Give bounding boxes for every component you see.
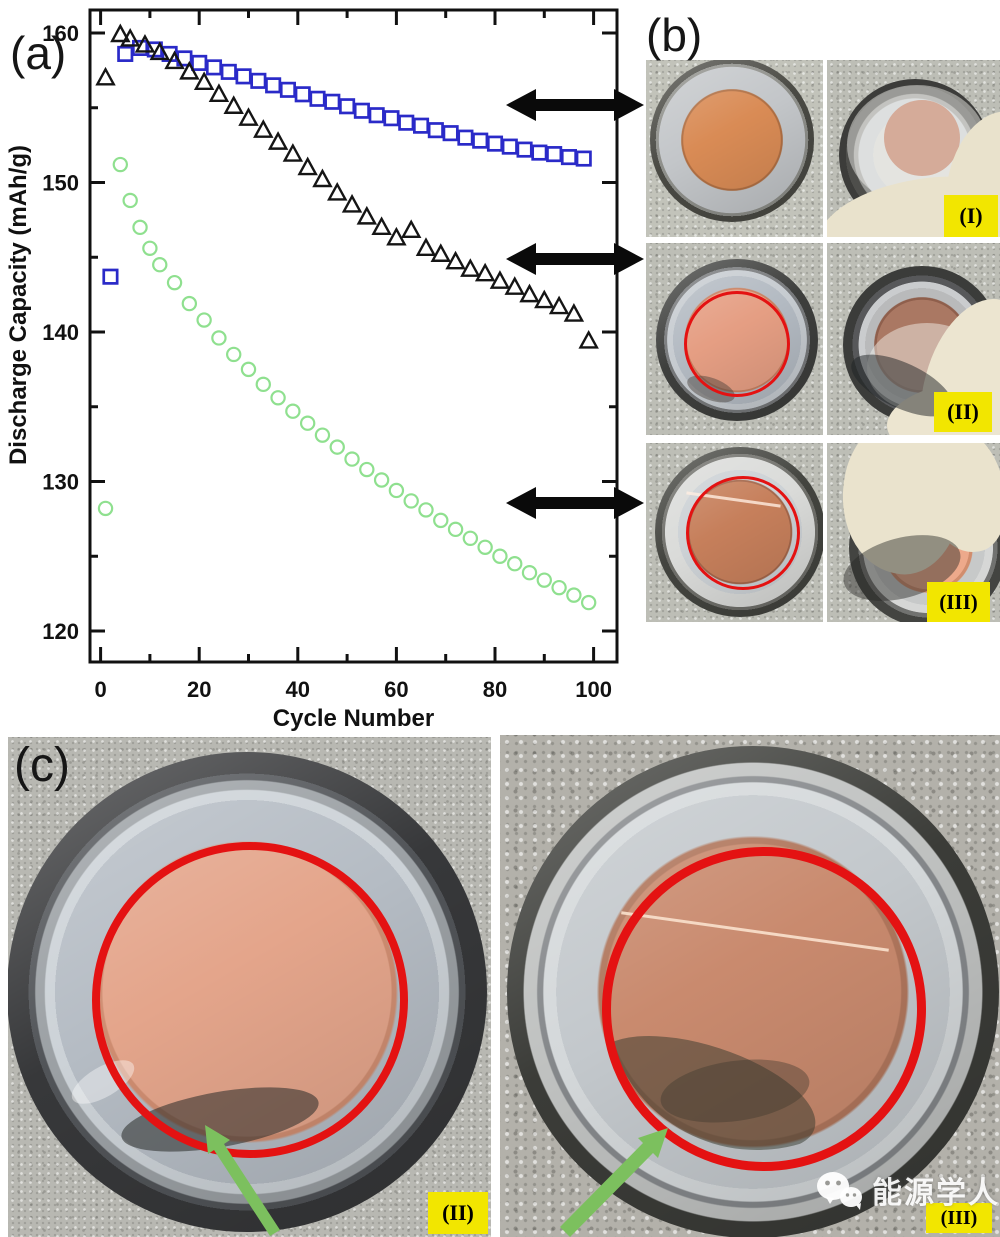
- svg-text:60: 60: [384, 677, 408, 702]
- badge-cell-II: (II): [934, 392, 992, 432]
- discharge-capacity-chart: 120 130 140 150 160 0 20 40 60 80 100 Cycle Number D…: [5, 8, 619, 732]
- svg-text:0: 0: [94, 677, 106, 702]
- svg-text:80: 80: [483, 677, 507, 702]
- photo-cell-II-top-view: [646, 243, 823, 435]
- red-circle-annotation: [686, 476, 800, 590]
- photo-cell-II-enlarged: [8, 737, 491, 1237]
- red-circle-annotation: [684, 291, 790, 397]
- svg-text:140: 140: [42, 320, 79, 345]
- photo-cell-I-separator-peel: [827, 60, 1000, 237]
- wechat-icon: [817, 1172, 862, 1210]
- red-circle-annotation: [92, 842, 408, 1158]
- svg-text:100: 100: [575, 677, 612, 702]
- svg-text:40: 40: [286, 677, 310, 702]
- badge-cell-II-enlarged: (II): [428, 1192, 488, 1234]
- panel-b-label: (b): [646, 9, 703, 61]
- svg-text:120: 120: [42, 619, 79, 644]
- svg-text:160: 160: [42, 21, 79, 46]
- svg-text:130: 130: [42, 470, 79, 495]
- photo-cell-I-top-view: [646, 60, 823, 237]
- badge-cell-III: (III): [927, 582, 990, 622]
- badge-cell-I: (I): [944, 195, 998, 237]
- svg-text:Cycle Number: Cycle Number: [273, 705, 434, 732]
- panel-a-label: (a): [10, 27, 67, 79]
- photo-cell-III-enlarged: [500, 735, 1000, 1237]
- svg-text:Discharge Capacity (mAh/g): Discharge Capacity (mAh/g): [5, 145, 32, 465]
- badge-cell-III-enlarged: (III): [926, 1203, 992, 1233]
- cell-sheen: [650, 60, 814, 222]
- svg-text:20: 20: [187, 677, 211, 702]
- panel-c-label: (c): [14, 739, 70, 792]
- red-circle-annotation: [602, 847, 926, 1171]
- watermark: 能源学人: [816, 1168, 1000, 1212]
- photo-cell-III-top-view: [646, 443, 823, 622]
- coin-cell: [650, 60, 814, 222]
- copper-disc: [884, 100, 960, 176]
- photo-cell-II-separator-peel: [827, 243, 1000, 435]
- svg-text:150: 150: [42, 171, 79, 196]
- watermark-text: 能源学人: [872, 1176, 1000, 1211]
